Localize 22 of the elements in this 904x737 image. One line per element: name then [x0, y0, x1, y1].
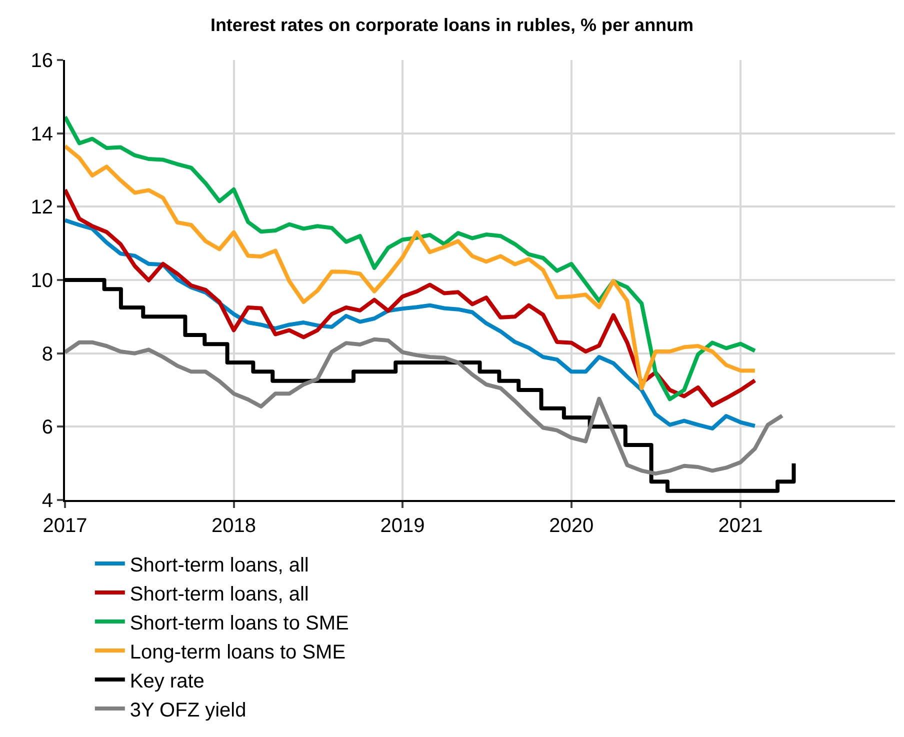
legend-label: Long-term loans to SME	[130, 641, 346, 664]
legend-label: Key rate	[130, 670, 204, 692]
y-tick-label: 10	[30, 270, 53, 292]
y-tick-label: 8	[42, 343, 53, 366]
y-tick-label: 6	[42, 416, 53, 439]
x-tick-label: 2018	[212, 515, 256, 537]
chart-title: Interest rates on corporate loans in rubles, % per annum	[210, 15, 694, 36]
y-tick-label: 16	[30, 50, 53, 72]
y-tick-label: 14	[30, 123, 53, 146]
y-tick-label: 4	[42, 490, 53, 512]
x-tick-label: 2019	[380, 515, 425, 537]
x-tick-label: 2017	[42, 515, 88, 537]
legend-label: Short-term loans to SME	[130, 612, 349, 634]
x-tick-label: 2020	[549, 515, 594, 537]
x-tick-label: 2021	[718, 515, 763, 537]
y-tick-label: 12	[30, 196, 53, 219]
line-series	[65, 188, 757, 408]
line-series	[65, 337, 784, 476]
legend-label: Short-term loans, all	[130, 554, 309, 576]
legend-label: 3Y OFZ yield	[130, 699, 246, 722]
line-series	[65, 218, 757, 430]
legend-label: Short-term loans, all	[130, 583, 309, 606]
